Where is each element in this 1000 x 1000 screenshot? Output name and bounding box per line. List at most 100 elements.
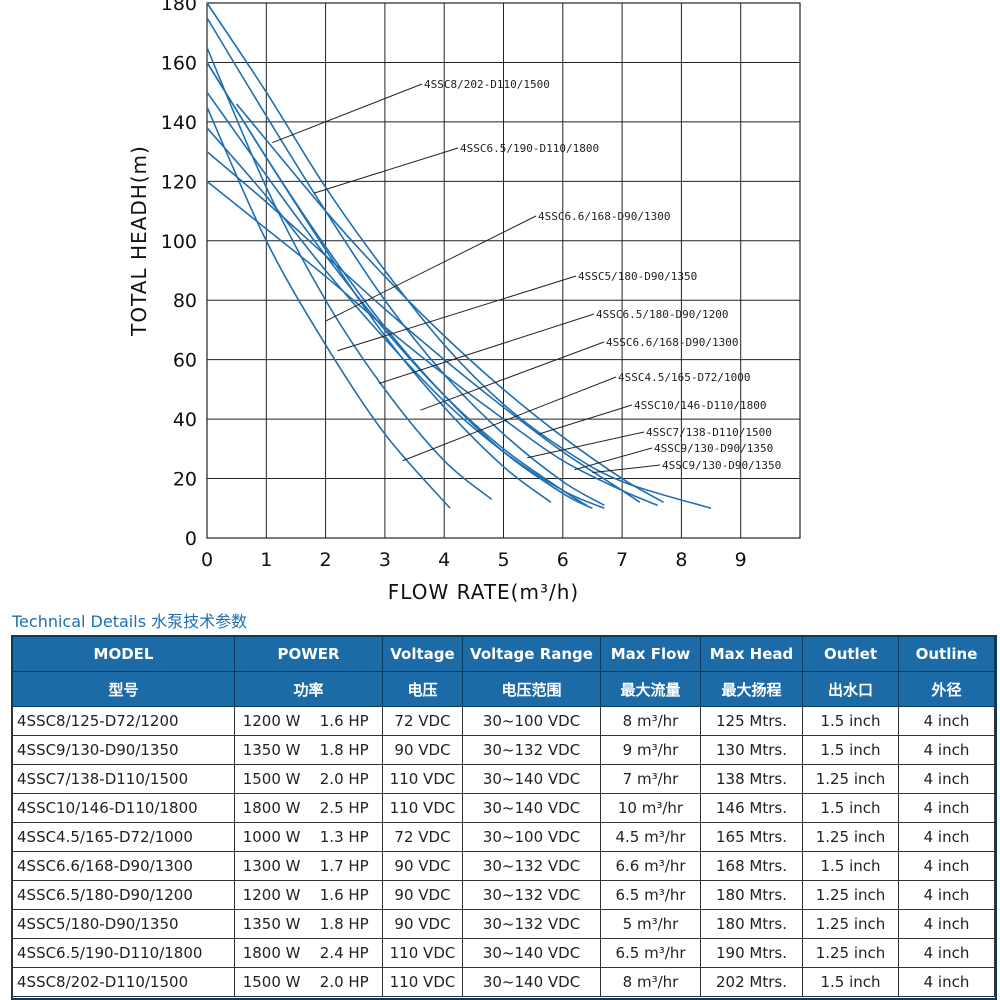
annotation-label: 4SSC6.6/168-D90/1300: [538, 210, 670, 223]
y-tick-label: 80: [173, 290, 197, 312]
cell-power-watts: 1350 W: [234, 909, 307, 939]
cell-voltage: 90 VDC: [382, 880, 463, 910]
cell-max-head: 165 Mtrs.: [700, 822, 803, 852]
flow-unit: m³/hr: [636, 712, 679, 730]
flow-unit: m³/hr: [636, 741, 679, 759]
cell-power-hp: 1.3 HP: [306, 822, 383, 852]
flow-value: 6.6: [615, 857, 640, 875]
x-tick-label: 2: [320, 549, 332, 571]
annotation-leader-line: [337, 275, 577, 352]
cell-max-head: 146 Mtrs.: [700, 793, 803, 823]
table-row: 4SSC6.6/168-D90/1300 1300 W 1.7 HP 90 VDC 30…: [12, 851, 995, 881]
cell-voltage-range: 30~140 VDC: [462, 764, 601, 794]
flow-unit: m³/hr: [636, 973, 679, 991]
flow-value: 9: [622, 741, 633, 759]
series-line: [206, 106, 451, 509]
cell-power-watts: 1200 W: [234, 706, 307, 736]
cell-model: 4SSC10/146-D110/1800: [12, 793, 235, 823]
x-tick-label: 1: [260, 549, 272, 571]
header-outlet-zh: 出水口: [802, 671, 899, 707]
annotation-leader-line: [313, 147, 459, 194]
y-tick-label: 60: [173, 350, 197, 372]
flow-unit: m³/hr: [636, 915, 679, 933]
cell-voltage-range: 30~140 VDC: [462, 967, 601, 997]
x-tick-label: 0: [201, 549, 213, 571]
cell-max-flow: 7 m³/hr: [600, 764, 701, 794]
annotation-leader-line: [538, 404, 633, 435]
cell-voltage-range: 30~140 VDC: [462, 938, 601, 968]
tech-details-table: MODEL POWER Voltage Voltage Range Max Fl…: [12, 636, 995, 997]
annotation-leader-line: [325, 215, 537, 322]
annotation-leader-line: [402, 376, 617, 462]
annotation-label: 4SSC6.5/180-D90/1200: [596, 308, 728, 321]
cell-model: 4SSC9/130-D90/1350: [12, 735, 235, 765]
x-tick-label: 7: [616, 549, 628, 571]
table-row: 4SSC9/130-D90/1350 1350 W 1.8 HP 90 VDC 30~1…: [12, 735, 995, 765]
header-max-flow-zh: 最大流量: [600, 671, 701, 707]
annotation-label: 4SSC10/146-D110/1800: [634, 399, 766, 412]
cell-outlet: 1.25 inch: [802, 764, 899, 794]
cell-max-head: 180 Mtrs.: [700, 880, 803, 910]
cell-max-flow: 8 m³/hr: [600, 967, 701, 997]
cell-power-watts: 1000 W: [234, 822, 307, 852]
series-line: [206, 151, 641, 503]
table-row: 4SSC4.5/165-D72/1000 1000 W 1.3 HP 72 VDC 30…: [12, 822, 995, 852]
annotation-leader-line: [592, 464, 661, 474]
cell-outline: 4 inch: [898, 793, 995, 823]
cell-voltage-range: 30~140 VDC: [462, 793, 601, 823]
header-outlet: Outlet: [802, 636, 899, 672]
cell-max-flow: 5 m³/hr: [600, 909, 701, 939]
cell-power-watts: 1300 W: [234, 851, 307, 881]
x-tick-label: 4: [438, 549, 450, 571]
cell-outlet: 1.5 inch: [802, 967, 899, 997]
x-tick-label: 6: [557, 549, 569, 571]
header-outline: Outline: [898, 636, 995, 672]
series-line: [206, 127, 605, 510]
header-voltage: Voltage: [382, 636, 463, 672]
cell-max-flow: 6.5 m³/hr: [600, 938, 701, 968]
cell-power-hp: 2.4 HP: [306, 938, 383, 968]
header-max-head: Max Head: [700, 636, 803, 672]
cell-model: 4SSC4.5/165-D72/1000: [12, 822, 235, 852]
cell-max-head: 125 Mtrs.: [700, 706, 803, 736]
cell-power-hp: 1.8 HP: [306, 735, 383, 765]
cell-outlet: 1.5 inch: [802, 793, 899, 823]
flow-value: 8: [622, 973, 633, 991]
flow-value: 6.5: [615, 886, 640, 904]
x-tick-label: 8: [675, 549, 687, 571]
header-max-head-zh: 最大扬程: [700, 671, 803, 707]
flow-value: 5: [622, 915, 633, 933]
series-line: [206, 17, 605, 507]
y-tick-label: 140: [161, 112, 197, 134]
header-outline-zh: 外径: [898, 671, 995, 707]
cell-model: 4SSC8/125-D72/1200: [12, 706, 235, 736]
cell-max-head: 180 Mtrs.: [700, 909, 803, 939]
cell-model: 4SSC7/138-D110/1500: [12, 764, 235, 794]
cell-voltage: 110 VDC: [382, 793, 463, 823]
annotation-leader-line: [420, 341, 605, 411]
cell-voltage-range: 30~100 VDC: [462, 706, 601, 736]
annotation-label: 4SSC4.5/165-D72/1000: [618, 371, 750, 384]
cell-max-head: 190 Mtrs.: [700, 938, 803, 968]
cell-max-flow: 8 m³/hr: [600, 706, 701, 736]
cell-outline: 4 inch: [898, 764, 995, 794]
cell-voltage-range: 30~132 VDC: [462, 735, 601, 765]
cell-outline: 4 inch: [898, 706, 995, 736]
flow-value: 8: [622, 712, 633, 730]
flow-unit: m³/hr: [644, 857, 686, 875]
cell-outlet: 1.5 inch: [802, 735, 899, 765]
cell-power-watts: 1350 W: [234, 735, 307, 765]
flow-unit: m³/hr: [644, 828, 686, 846]
cell-voltage-range: 30~100 VDC: [462, 822, 601, 852]
cell-power-hp: 1.7 HP: [306, 851, 383, 881]
cell-power-hp: 1.8 HP: [306, 909, 383, 939]
cell-outline: 4 inch: [898, 880, 995, 910]
flow-value: 7: [622, 770, 633, 788]
cell-outlet: 1.25 inch: [802, 822, 899, 852]
series-line: [206, 62, 593, 509]
cell-power-watts: 1800 W: [234, 938, 307, 968]
header-row-zh: 型号 功率 电压 电压范围 最大流量 最大扬程 出水口 外径: [12, 671, 995, 707]
header-voltage-range: Voltage Range: [462, 636, 601, 672]
cell-voltage: 90 VDC: [382, 851, 463, 881]
y-tick-label: 160: [161, 52, 197, 74]
